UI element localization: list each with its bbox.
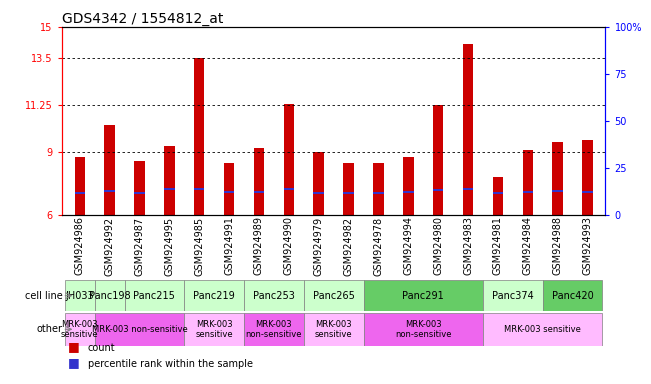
- Bar: [284, 187, 294, 190]
- Bar: [363, 280, 483, 311]
- Bar: [104, 190, 115, 192]
- Bar: [493, 177, 503, 215]
- Bar: [373, 192, 383, 194]
- Text: MRK-003
sensitive: MRK-003 sensitive: [195, 320, 233, 339]
- Bar: [314, 152, 324, 215]
- Bar: [582, 191, 593, 194]
- Bar: [433, 105, 443, 215]
- Bar: [582, 140, 593, 215]
- Bar: [104, 125, 115, 215]
- Text: Panc291: Panc291: [402, 291, 444, 301]
- Bar: [134, 161, 145, 215]
- Bar: [194, 58, 204, 215]
- Text: GDS4342 / 1554812_at: GDS4342 / 1554812_at: [62, 12, 223, 26]
- Bar: [523, 150, 533, 215]
- Text: Panc215: Panc215: [133, 291, 175, 301]
- Text: MRK-003 sensitive: MRK-003 sensitive: [505, 325, 581, 334]
- Bar: [483, 313, 602, 346]
- Bar: [134, 192, 145, 194]
- Bar: [224, 191, 234, 194]
- Bar: [94, 280, 124, 311]
- Text: percentile rank within the sample: percentile rank within the sample: [88, 359, 253, 369]
- Text: count: count: [88, 343, 115, 353]
- Bar: [314, 192, 324, 194]
- Bar: [65, 280, 94, 311]
- Text: Panc198: Panc198: [89, 291, 130, 301]
- Bar: [403, 191, 413, 194]
- Bar: [343, 163, 353, 215]
- Text: cell line: cell line: [25, 291, 62, 301]
- Bar: [65, 313, 94, 346]
- Text: Panc253: Panc253: [253, 291, 295, 301]
- Text: ■: ■: [68, 340, 80, 353]
- Bar: [164, 187, 174, 190]
- Bar: [343, 192, 353, 194]
- Text: ■: ■: [68, 356, 80, 369]
- Text: Panc374: Panc374: [492, 291, 534, 301]
- Text: MRK-003
non-sensitive: MRK-003 non-sensitive: [395, 320, 452, 339]
- Text: MRK-003 non-sensitive: MRK-003 non-sensitive: [92, 325, 187, 334]
- Text: MRK-003
non-sensitive: MRK-003 non-sensitive: [245, 320, 302, 339]
- Text: other: other: [36, 324, 62, 334]
- Bar: [363, 313, 483, 346]
- Bar: [194, 187, 204, 190]
- Text: Panc219: Panc219: [193, 291, 235, 301]
- Bar: [304, 313, 363, 346]
- Bar: [124, 280, 184, 311]
- Bar: [403, 157, 413, 215]
- Bar: [483, 280, 543, 311]
- Bar: [493, 192, 503, 194]
- Text: MRK-003
sensitive: MRK-003 sensitive: [315, 320, 352, 339]
- Bar: [433, 189, 443, 191]
- Bar: [523, 191, 533, 194]
- Bar: [164, 146, 174, 215]
- Bar: [553, 190, 563, 192]
- Text: MRK-003
sensitive: MRK-003 sensitive: [61, 320, 98, 339]
- Bar: [284, 104, 294, 215]
- Text: JH033: JH033: [66, 291, 94, 301]
- Bar: [553, 142, 563, 215]
- Bar: [184, 280, 244, 311]
- Bar: [254, 148, 264, 215]
- Bar: [74, 192, 85, 194]
- Bar: [244, 280, 304, 311]
- Bar: [304, 280, 363, 311]
- Bar: [463, 187, 473, 190]
- Bar: [254, 191, 264, 194]
- Bar: [224, 163, 234, 215]
- Bar: [74, 157, 85, 215]
- Text: Panc420: Panc420: [551, 291, 594, 301]
- Text: Panc265: Panc265: [312, 291, 355, 301]
- Bar: [373, 163, 383, 215]
- Bar: [244, 313, 304, 346]
- Bar: [463, 44, 473, 215]
- Bar: [184, 313, 244, 346]
- Bar: [543, 280, 602, 311]
- Bar: [94, 313, 184, 346]
